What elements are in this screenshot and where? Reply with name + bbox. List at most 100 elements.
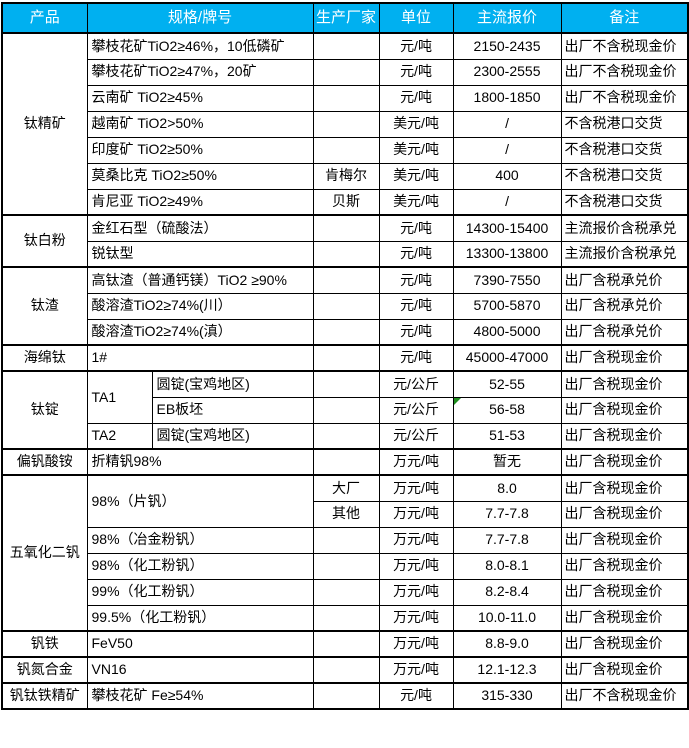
- maker-cell[interactable]: [312, 214, 380, 242]
- note-cell[interactable]: 出厂含税现金价: [560, 500, 689, 528]
- product-cell[interactable]: 钒钛铁精矿: [1, 682, 88, 710]
- note-cell[interactable]: 出厂含税现金价: [560, 370, 689, 398]
- note-cell[interactable]: 出厂含税现金价: [560, 578, 689, 606]
- col-header-unit[interactable]: 单位: [378, 2, 454, 34]
- maker-cell[interactable]: 肯梅尔: [312, 162, 380, 190]
- maker-cell[interactable]: [312, 32, 380, 60]
- unit-cell[interactable]: 元/吨: [378, 32, 454, 60]
- spec-cell[interactable]: 圆锭(宝鸡地区): [151, 370, 314, 398]
- spec-cell[interactable]: 攀枝花矿TiO2≥46%，10低磷矿: [86, 32, 314, 60]
- unit-cell[interactable]: 元/吨: [378, 682, 454, 710]
- price-cell[interactable]: 8.0: [452, 474, 562, 502]
- maker-cell[interactable]: [312, 84, 380, 112]
- note-cell[interactable]: 出厂含税承兑价: [560, 292, 689, 320]
- maker-cell[interactable]: [312, 630, 380, 658]
- product-cell[interactable]: 钛精矿: [1, 32, 88, 216]
- unit-cell[interactable]: 元/公斤: [378, 370, 454, 398]
- price-cell[interactable]: 13300-13800: [452, 240, 562, 268]
- unit-cell[interactable]: 美元/吨: [378, 188, 454, 216]
- note-cell[interactable]: 出厂含税现金价: [560, 656, 689, 684]
- spec-cell[interactable]: 攀枝花矿 Fe≥54%: [86, 682, 314, 710]
- unit-cell[interactable]: 元/公斤: [378, 422, 454, 450]
- maker-cell[interactable]: [312, 682, 380, 710]
- spec-cell[interactable]: 折精钒98%: [86, 448, 314, 476]
- spec-cell[interactable]: 莫桑比克 TiO2≥50%: [86, 162, 314, 190]
- price-cell[interactable]: 14300-15400: [452, 214, 562, 242]
- unit-cell[interactable]: 元/吨: [378, 214, 454, 242]
- maker-cell[interactable]: 其他: [312, 500, 380, 528]
- unit-cell[interactable]: 元/吨: [378, 266, 454, 294]
- price-cell[interactable]: /: [452, 110, 562, 138]
- unit-cell[interactable]: 美元/吨: [378, 110, 454, 138]
- note-cell[interactable]: 主流报价含税承兑: [560, 214, 689, 242]
- maker-cell[interactable]: [312, 318, 380, 346]
- price-cell[interactable]: 2150-2435: [452, 32, 562, 60]
- price-cell[interactable]: 暂无: [452, 448, 562, 476]
- spec-cell[interactable]: 高钛渣（普通钙镁）TiO2 ≥90%: [86, 266, 314, 294]
- unit-cell[interactable]: 元/吨: [378, 344, 454, 372]
- maker-cell[interactable]: [312, 422, 380, 450]
- unit-cell[interactable]: 万元/吨: [378, 604, 454, 632]
- unit-cell[interactable]: 美元/吨: [378, 162, 454, 190]
- spec-cell[interactable]: 酸溶渣TiO2≥74%(滇）: [86, 318, 314, 346]
- unit-cell[interactable]: 万元/吨: [378, 500, 454, 528]
- col-header-note[interactable]: 备注: [560, 2, 689, 34]
- spec-cell[interactable]: 金红石型（硫酸法）: [86, 214, 314, 242]
- unit-cell[interactable]: 万元/吨: [378, 448, 454, 476]
- maker-cell[interactable]: [312, 604, 380, 632]
- col-header-price[interactable]: 主流报价: [452, 2, 562, 34]
- price-cell[interactable]: 5700-5870: [452, 292, 562, 320]
- unit-cell[interactable]: 万元/吨: [378, 526, 454, 554]
- spec-cell[interactable]: 99.5%（化工粉钒）: [86, 604, 314, 632]
- spec-cell[interactable]: 锐钛型: [86, 240, 314, 268]
- note-cell[interactable]: 出厂含税现金价: [560, 422, 689, 450]
- col-header-maker[interactable]: 生产厂家: [312, 2, 380, 34]
- maker-cell[interactable]: [312, 266, 380, 294]
- unit-cell[interactable]: 元/公斤: [378, 396, 454, 424]
- note-cell[interactable]: 出厂含税现金价: [560, 474, 689, 502]
- price-cell[interactable]: 7.7-7.8: [452, 500, 562, 528]
- col-header-product[interactable]: 产品: [1, 2, 88, 34]
- spec-cell[interactable]: 99%（化工粉钒）: [86, 578, 314, 606]
- note-cell[interactable]: 出厂含税现金价: [560, 396, 689, 424]
- note-cell[interactable]: 出厂含税承兑价: [560, 266, 689, 294]
- note-cell[interactable]: 主流报价含税承兑: [560, 240, 689, 268]
- spec-cell[interactable]: 云南矿 TiO2≥45%: [86, 84, 314, 112]
- spec-cell[interactable]: 印度矿 TiO2≥50%: [86, 136, 314, 164]
- note-cell[interactable]: 出厂含税现金价: [560, 344, 689, 372]
- spec-cell[interactable]: 酸溶渣TiO2≥74%(川）: [86, 292, 314, 320]
- spec-cell[interactable]: 1#: [86, 344, 314, 372]
- maker-cell[interactable]: [312, 292, 380, 320]
- product-cell[interactable]: 钛锭: [1, 370, 88, 450]
- maker-cell[interactable]: [312, 344, 380, 372]
- price-cell[interactable]: 10.0-11.0: [452, 604, 562, 632]
- maker-cell[interactable]: [312, 552, 380, 580]
- price-cell[interactable]: 1800-1850: [452, 84, 562, 112]
- note-cell[interactable]: 出厂含税现金价: [560, 630, 689, 658]
- product-cell[interactable]: 钛渣: [1, 266, 88, 346]
- product-cell[interactable]: 钒氮合金: [1, 656, 88, 684]
- unit-cell[interactable]: 万元/吨: [378, 552, 454, 580]
- product-cell[interactable]: 钛白粉: [1, 214, 88, 268]
- spec-cell[interactable]: VN16: [86, 656, 314, 684]
- unit-cell[interactable]: 万元/吨: [378, 630, 454, 658]
- price-cell[interactable]: /: [452, 136, 562, 164]
- maker-cell[interactable]: [312, 370, 380, 398]
- unit-cell[interactable]: 元/吨: [378, 318, 454, 346]
- price-cell[interactable]: /: [452, 188, 562, 216]
- maker-cell[interactable]: [312, 526, 380, 554]
- price-cell[interactable]: 4800-5000: [452, 318, 562, 346]
- maker-cell[interactable]: 贝斯: [312, 188, 380, 216]
- product-cell[interactable]: 五氧化二钒: [1, 474, 88, 632]
- grade-cell[interactable]: TA2: [86, 422, 153, 450]
- spec-cell[interactable]: 越南矿 TiO2>50%: [86, 110, 314, 138]
- spec-cell[interactable]: 98%（化工粉钒）: [86, 552, 314, 580]
- price-cell[interactable]: 12.1-12.3: [452, 656, 562, 684]
- maker-cell[interactable]: [312, 578, 380, 606]
- unit-cell[interactable]: 万元/吨: [378, 656, 454, 684]
- note-cell[interactable]: 出厂不含税现金价: [560, 682, 689, 710]
- price-cell[interactable]: 56-58: [452, 396, 562, 424]
- spec-cell[interactable]: EB板坯: [151, 396, 314, 424]
- maker-cell[interactable]: [312, 136, 380, 164]
- spec-cell[interactable]: 肯尼亚 TiO2≥49%: [86, 188, 314, 216]
